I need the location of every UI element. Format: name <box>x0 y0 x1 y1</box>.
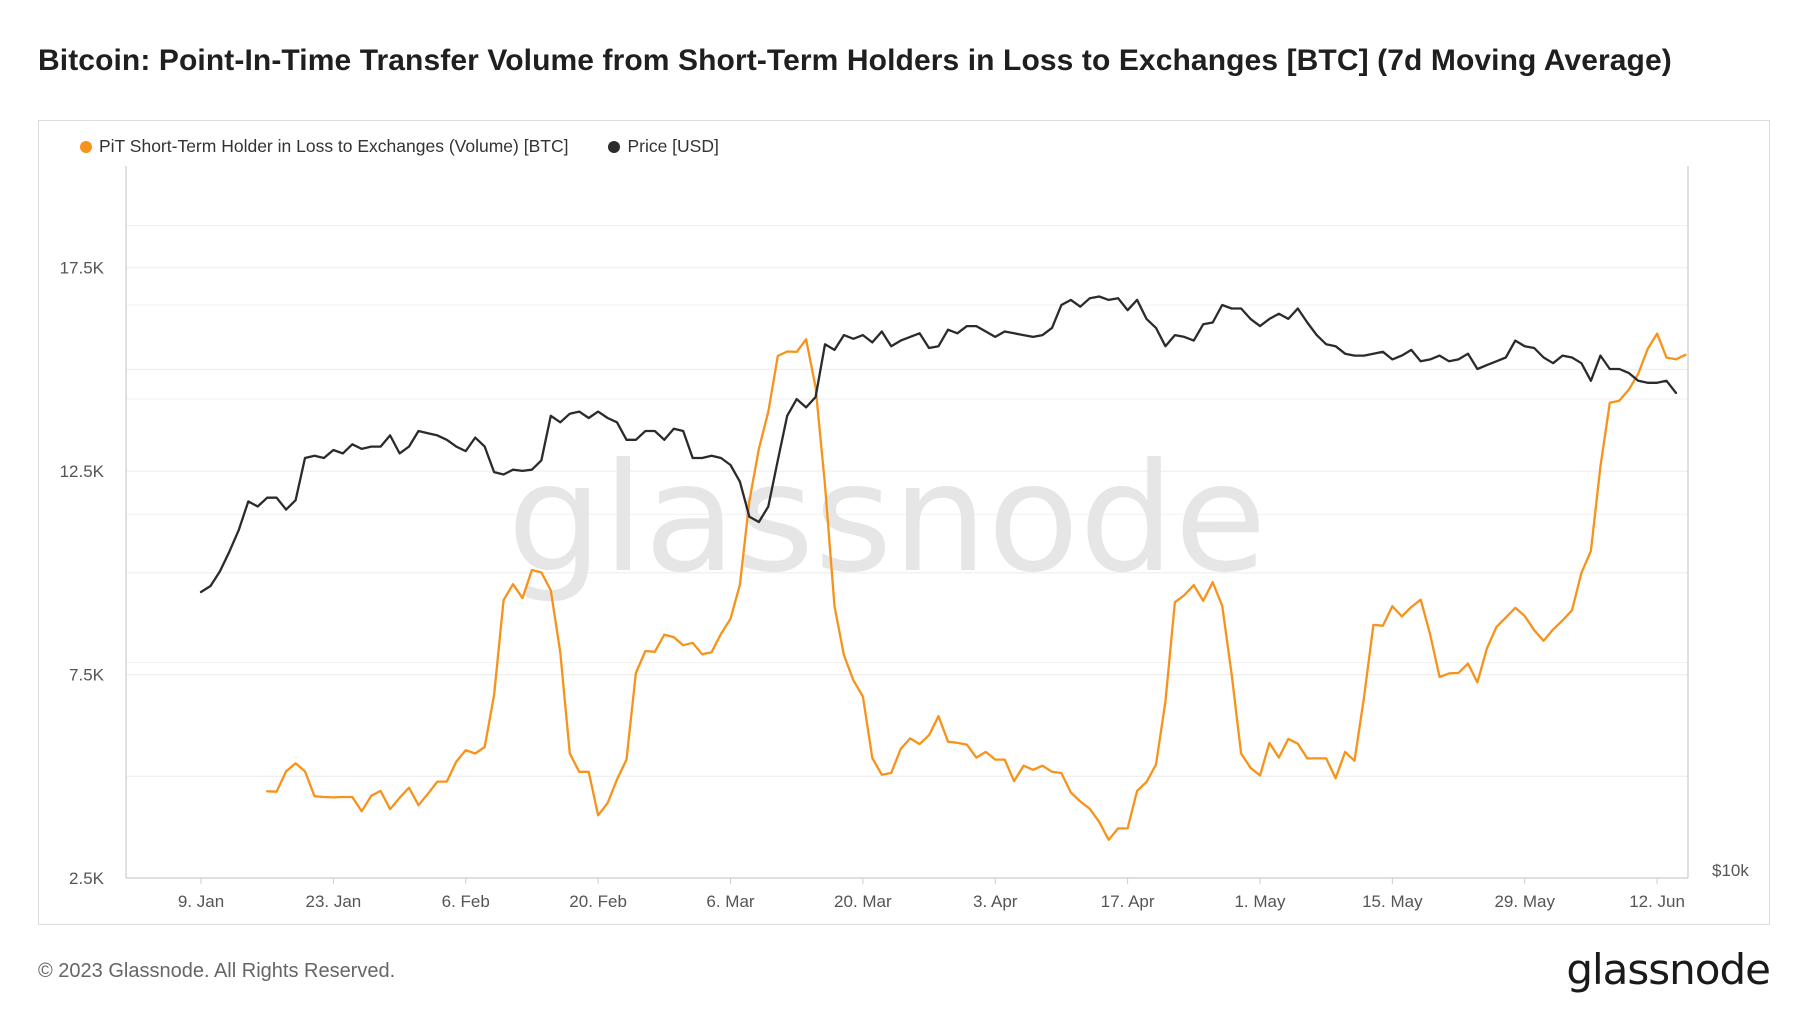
series-lines <box>199 295 1687 841</box>
y-left-tick-label: 2.5K <box>69 869 105 888</box>
chart-legend: PiT Short-Term Holder in Loss to Exchang… <box>80 136 719 157</box>
tick-labels: 2.5K 7.5K 12.5K 17.5K $10k 9. Jan 23. Jan 6. Fe… <box>60 259 1750 911</box>
axes <box>125 166 1689 884</box>
legend-label-volume: PiT Short-Term Holder in Loss to Exchang… <box>99 136 569 156</box>
x-tick-label: 6. Feb <box>442 892 490 911</box>
legend-item-volume[interactable]: PiT Short-Term Holder in Loss to Exchang… <box>80 136 568 157</box>
y-right-tick-label: $10k <box>1712 861 1749 880</box>
x-tick-label: 3. Apr <box>973 892 1018 911</box>
x-tick-label: 9. Jan <box>178 892 224 911</box>
y-left-tick-label: 17.5K <box>60 259 105 278</box>
volume-series-line <box>266 332 1687 841</box>
x-tick-label: 29. May <box>1494 892 1555 911</box>
page-title: Bitcoin: Point-In-Time Transfer Volume f… <box>38 44 1672 77</box>
copyright-text: © 2023 Glassnode. All Rights Reserved. <box>38 960 396 982</box>
x-tick-label: 17. Apr <box>1101 892 1155 911</box>
watermark-text: glassnode <box>507 432 1266 606</box>
y-left-tick-label: 7.5K <box>69 666 105 685</box>
x-tick-label: 12. Jun <box>1629 892 1685 911</box>
x-tick-label: 6. Mar <box>706 892 755 911</box>
legend-item-price[interactable]: Price [USD] <box>608 136 719 157</box>
x-tick-label: 23. Jan <box>305 892 361 911</box>
chart-panel <box>38 120 1770 925</box>
price-series-line <box>199 295 1678 594</box>
x-tick-label: 20. Mar <box>834 892 892 911</box>
x-tick-label: 20. Feb <box>569 892 627 911</box>
legend-dot-volume-icon <box>80 140 92 153</box>
legend-label-price: Price [USD] <box>627 136 719 156</box>
legend-dot-price-icon <box>608 140 621 153</box>
glassnode-logo: glassnode <box>1566 945 1771 994</box>
y-left-tick-label: 12.5K <box>60 462 105 481</box>
x-tick-label: 1. May <box>1234 892 1286 911</box>
x-tick-label: 15. May <box>1362 892 1423 911</box>
